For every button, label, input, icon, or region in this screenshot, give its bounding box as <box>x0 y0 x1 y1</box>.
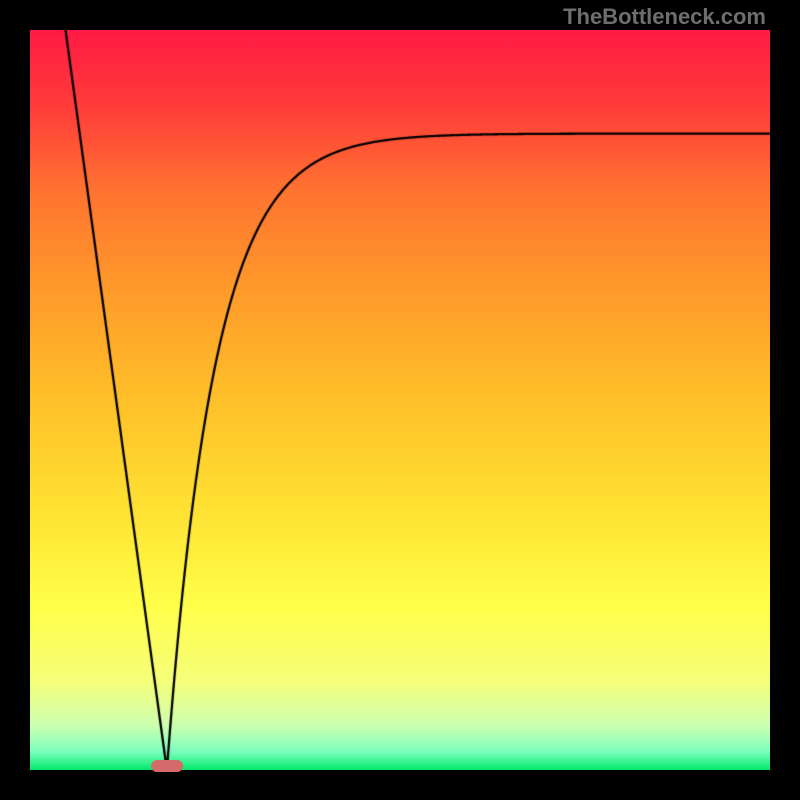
watermark-text: TheBottleneck.com <box>563 4 766 30</box>
chart-container: TheBottleneck.com <box>0 0 800 800</box>
bottleneck-curve <box>0 0 800 800</box>
bottleneck-marker <box>151 760 183 772</box>
